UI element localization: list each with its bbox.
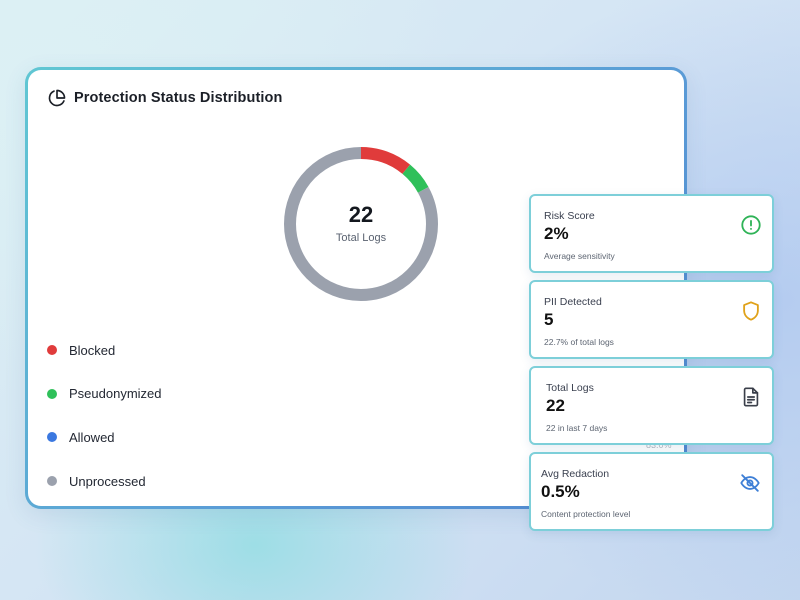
card-header: Protection Status Distribution <box>48 89 282 107</box>
legend-item-pseudonymized: Pseudonymized <box>47 383 162 405</box>
alert-circle-icon <box>740 214 762 236</box>
legend-item-unprocessed: Unprocessed <box>47 470 162 492</box>
stat-subtext: 22.7% of total logs <box>544 337 614 347</box>
legend-dot <box>47 388 57 399</box>
stat-subtext: Average sensitivity <box>544 251 615 261</box>
donut-chart <box>284 147 438 301</box>
document-icon <box>740 386 762 408</box>
stat-card-pii-detected: PII Detected 5 22.7% of total logs <box>529 280 774 359</box>
stat-value: 22 <box>546 396 565 415</box>
stat-value: 0.5% <box>541 482 580 501</box>
stat-card-risk-score: Risk Score 2% Average sensitivity <box>529 194 774 273</box>
stat-label: Total Logs <box>546 382 594 394</box>
donut-total-value: 22 <box>348 202 374 227</box>
eye-off-icon <box>738 472 762 494</box>
chart-legend: Blocked Pseudonymized Allowed Unprocesse… <box>47 339 162 514</box>
stat-card-avg-redaction: Avg Redaction 0.5% Content protection le… <box>529 452 774 531</box>
stat-label: PII Detected <box>544 296 602 308</box>
donut-center: 22 Total Logs <box>281 144 441 304</box>
card-title: Protection Status Distribution <box>74 90 283 106</box>
legend-item-allowed: Allowed <box>47 426 162 448</box>
legend-label: Allowed <box>69 429 115 445</box>
stat-card-total-logs: Total Logs 22 22 in last 7 days <box>529 366 774 445</box>
legend-dot <box>47 432 57 443</box>
donut-segment-unprocessed[interactable] <box>284 147 438 301</box>
hidden-percentage-text: 83.0% <box>646 440 672 450</box>
shield-icon <box>740 300 762 322</box>
legend-label: Unprocessed <box>69 473 146 489</box>
legend-dot <box>47 345 57 355</box>
stat-value: 2% <box>544 224 569 243</box>
stat-label: Risk Score <box>544 210 595 222</box>
pie-chart-icon <box>48 89 66 107</box>
legend-item-blocked: Blocked <box>47 339 162 361</box>
legend-label: Pseudonymized <box>69 386 162 402</box>
stat-subtext: Content protection level <box>541 509 631 519</box>
legend-dot <box>47 476 57 487</box>
stat-subtext: 22 in last 7 days <box>546 423 608 433</box>
donut-total-label: Total Logs <box>335 232 387 244</box>
legend-label: Blocked <box>69 342 116 358</box>
stat-label: Avg Redaction <box>541 468 610 480</box>
stat-value: 5 <box>544 310 554 329</box>
